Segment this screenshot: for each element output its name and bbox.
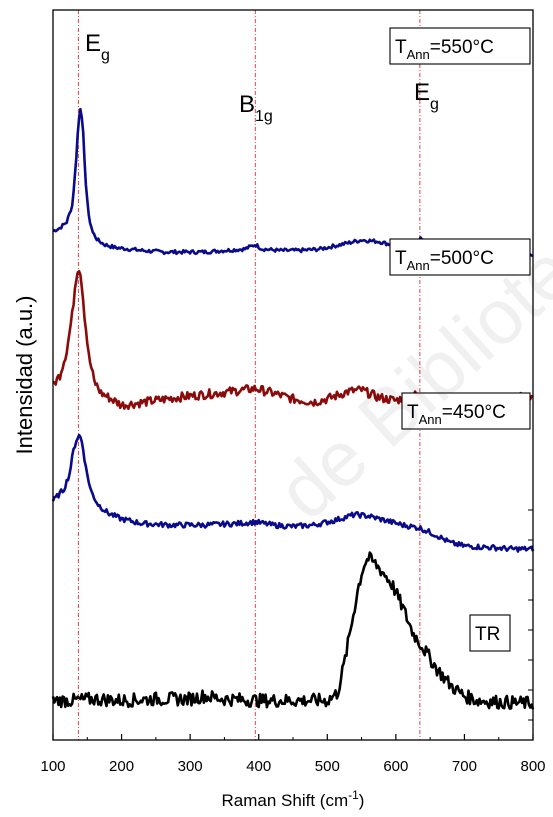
peak-label-2: Eg: [414, 79, 439, 113]
series-label-1: TAnn=500°C: [395, 248, 494, 273]
y-axis-label: Intensidad (a.u.): [12, 296, 37, 455]
series-line-3: [51, 551, 535, 710]
plot-frame: [52, 9, 534, 741]
series-label-box-0: [389, 27, 531, 65]
series-line-2: [51, 433, 535, 553]
right-axis-minor-ticks: [528, 509, 533, 721]
peak-reference-lines: [77, 10, 421, 740]
x-axis-ticks: 100 200 300 400 500 600 700 800: [40, 734, 546, 775]
x-tick-label-3: 400: [246, 758, 271, 775]
series-label-box-1: [389, 238, 531, 276]
series-label-box-3: [469, 614, 511, 652]
x-tick-label-7: 800: [520, 758, 545, 775]
x-tick-label-5: 600: [383, 758, 408, 775]
x-axis-label: Raman Shift (cm-1): [222, 788, 365, 810]
peak-label-0: Eg: [85, 30, 110, 64]
peak-labels: Eg B1g Eg: [85, 30, 439, 125]
x-tick-label-4: 500: [315, 758, 340, 775]
peak-label-1: B1g: [239, 91, 273, 125]
x-tick-label-6: 700: [452, 758, 477, 775]
x-tick-label-2: 300: [178, 758, 203, 775]
series-label-0: TAnn=550°C: [395, 37, 494, 62]
x-tick-label-0: 100: [40, 758, 65, 775]
x-tick-label-1: 200: [109, 758, 134, 775]
series-line-1: [52, 270, 534, 411]
series-label-box-2: [401, 392, 531, 430]
series-labels: TAnn=550°C TAnn=500°C TAnn=450°C TR: [389, 27, 531, 652]
series-line-0: [52, 107, 534, 259]
series-label-3: TR: [475, 624, 500, 645]
series-label-2: TAnn=450°C: [407, 402, 506, 427]
